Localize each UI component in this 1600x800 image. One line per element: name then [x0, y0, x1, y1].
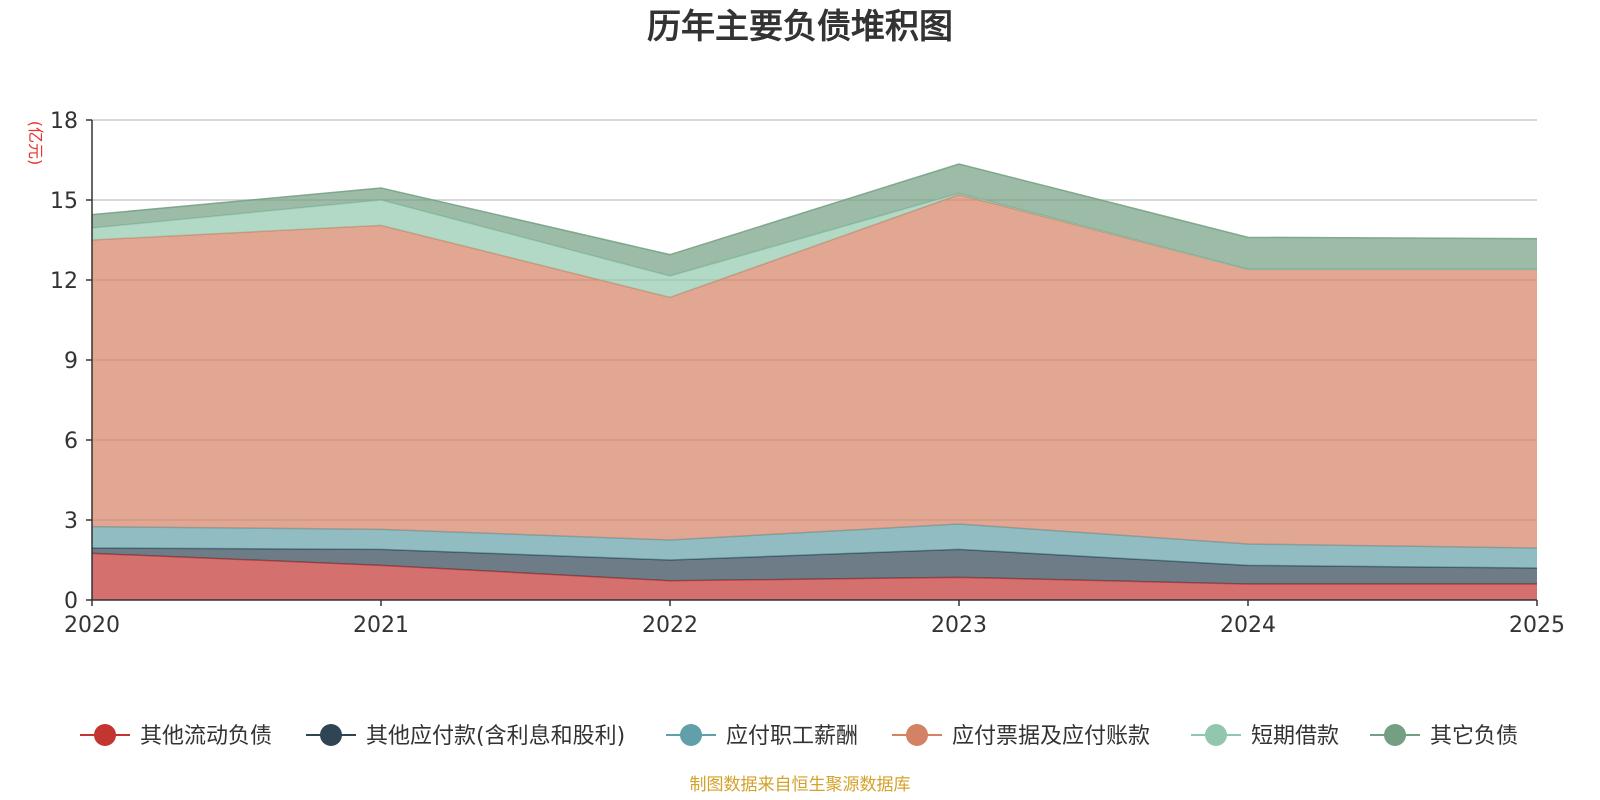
y-tick-label: 0 [64, 589, 78, 614]
y-tick-label: 18 [50, 109, 78, 134]
legend-item-3[interactable]: 应付职工薪酬 [666, 724, 858, 749]
legend-item-4[interactable]: 应付票据及应付账款 [892, 724, 1150, 749]
y-axis-unit-label: (亿元) [26, 121, 45, 166]
legend-marker [320, 724, 342, 746]
legend-label: 其他流动负债 [140, 724, 272, 749]
legend-label: 其它负债 [1430, 724, 1518, 749]
x-tick-label: 2020 [64, 613, 120, 638]
y-tick-label: 6 [64, 429, 78, 454]
legend-label: 其他应付款(含利息和股利) [366, 724, 625, 749]
legend-label: 短期借款 [1251, 724, 1339, 749]
legend-marker [94, 724, 116, 746]
y-tick-label: 12 [50, 269, 78, 294]
legend[interactable]: 其他流动负债 其他应付款(含利息和股利) 应付职工薪酬 应付票据及应付账款 短期借款 其它… [80, 724, 1518, 749]
data-source-note: 制图数据来自恒生聚源数据库 [690, 775, 911, 795]
y-tick-label: 9 [64, 349, 78, 374]
area-series [91, 163, 1538, 600]
x-tick-label: 2023 [931, 613, 987, 638]
area-series-6 [92, 164, 1537, 276]
legend-item-2[interactable]: 其他应付款(含利息和股利) [306, 724, 625, 749]
legend-label: 应付职工薪酬 [726, 724, 858, 749]
legend-item-5[interactable]: 短期借款 [1191, 724, 1339, 749]
legend-marker [906, 724, 928, 746]
legend-label: 应付票据及应付账款 [952, 724, 1150, 749]
legend-marker [1384, 724, 1406, 746]
area-series-3 [92, 524, 1537, 568]
axes: 0 3 6 9 12 15 18 2020 2021 2022 2023 2024 2025 [50, 109, 1565, 638]
chart-title: 历年主要负债堆积图 [647, 7, 953, 47]
legend-marker [1205, 724, 1227, 746]
x-tick-label: 2024 [1220, 613, 1276, 638]
y-tick-label: 3 [64, 509, 78, 534]
series-line-6 [91, 163, 1538, 256]
area-series-4 [92, 194, 1537, 548]
legend-marker [680, 724, 702, 746]
area-series-2 [92, 548, 1537, 584]
legend-item-6[interactable]: 其它负债 [1370, 724, 1518, 749]
x-tick-label: 2025 [1509, 613, 1565, 638]
x-tick-label: 2021 [353, 613, 409, 638]
area-series-1 [92, 553, 1537, 600]
x-tick-label: 2022 [642, 613, 698, 638]
legend-item-1[interactable]: 其他流动负债 [80, 724, 272, 749]
y-tick-label: 15 [50, 189, 78, 214]
